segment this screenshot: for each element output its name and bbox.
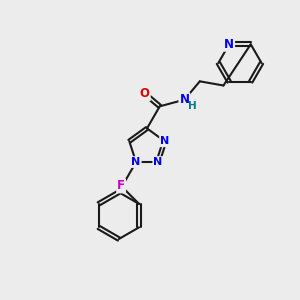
Text: H: H (188, 101, 197, 111)
Text: N: N (153, 157, 163, 167)
Text: N: N (179, 93, 189, 106)
Text: N: N (131, 157, 141, 167)
Text: N: N (224, 38, 234, 51)
Text: O: O (140, 87, 150, 100)
Text: F: F (117, 179, 125, 192)
Text: N: N (160, 136, 169, 146)
